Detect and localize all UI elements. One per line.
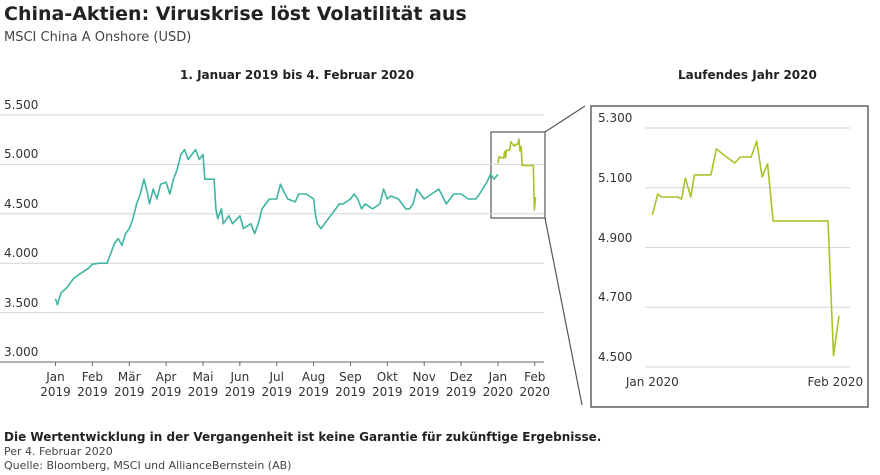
inset-frame <box>590 105 869 408</box>
y-tick-label: 5.100 <box>598 170 633 185</box>
x-tick-label: Feb 2019 <box>77 370 108 399</box>
x-tick-label: Nov 2019 <box>408 370 440 399</box>
source: Quelle: Bloomberg, MSCI und AllianceBern… <box>4 459 292 472</box>
y-tick-label: 4.500 <box>4 196 39 211</box>
x-tick-label: Mai 2019 <box>187 370 219 399</box>
x-tick-label: Feb 2020 <box>519 370 551 399</box>
date-note: Per 4. Februar 2020 <box>4 445 113 458</box>
disclaimer: Die Wertentwicklung in der Vergangenheit… <box>4 430 602 444</box>
x-tick-label: Sep 2019 <box>335 370 366 399</box>
y-tick-label: 3.500 <box>4 295 39 310</box>
panel-title: 1. Januar 2019 bis 4. Februar 2020 <box>180 68 415 82</box>
x-tick-label: Jan 2020 <box>625 375 679 389</box>
panel-title: Laufendes Jahr 2020 <box>678 68 817 82</box>
line-series <box>497 138 537 211</box>
y-tick-label: 5.500 <box>4 98 39 112</box>
x-tick-label: Mär 2019 <box>113 370 145 399</box>
x-tick-label: Feb 2020 <box>807 375 864 389</box>
y-tick-label: 5.000 <box>4 147 39 162</box>
x-tick-label: Jun 2019 <box>224 370 256 399</box>
line-series <box>54 148 499 306</box>
y-tick-label: 4.500 <box>598 350 633 364</box>
line-series <box>651 140 840 357</box>
x-tick-label: Aug 2019 <box>298 370 329 399</box>
x-tick-label: Jul 2019 <box>261 370 292 399</box>
subtitle: MSCI China A Onshore (USD) <box>4 30 192 45</box>
x-tick-label: Dez 2019 <box>445 370 477 399</box>
y-tick-label: 3.000 <box>4 345 39 359</box>
connector <box>544 217 583 406</box>
x-tick-label: Jan 2020 <box>482 370 514 399</box>
y-tick-label: 4.000 <box>4 246 39 261</box>
x-tick-label: Apr 2019 <box>150 370 182 399</box>
title: China-Aktien: Viruskrise löst Volatilitä… <box>4 3 467 25</box>
x-tick-label: Okt 2019 <box>372 370 403 399</box>
connector <box>544 105 586 133</box>
y-tick-label: 4.700 <box>598 290 633 305</box>
y-tick-label: 5.300 <box>598 111 633 125</box>
x-tick-label: Jan 2019 <box>40 370 71 399</box>
y-tick-label: 4.900 <box>598 230 633 245</box>
